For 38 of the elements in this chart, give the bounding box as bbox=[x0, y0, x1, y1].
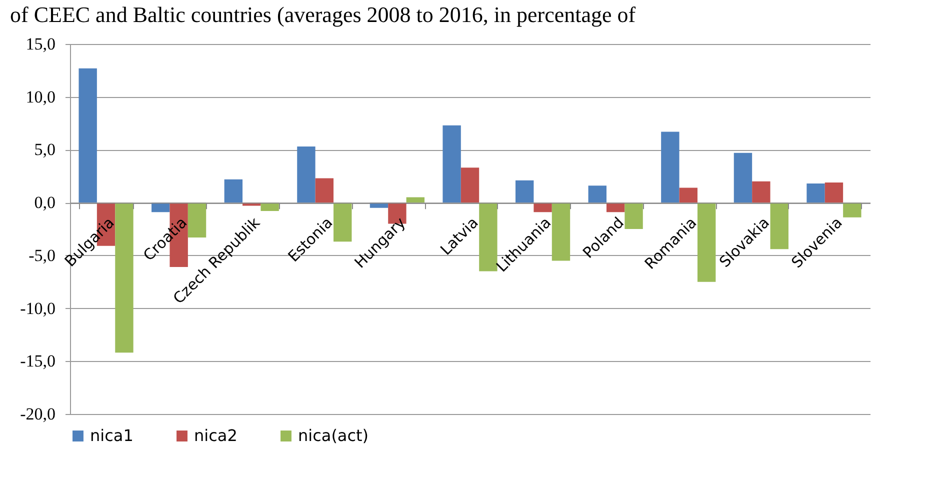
y-tick-label: 15,0 bbox=[26, 34, 56, 54]
bar bbox=[442, 125, 461, 203]
y-tick-label: -20,0 bbox=[20, 404, 56, 424]
legend-label: nica1 bbox=[90, 426, 134, 445]
y-tick-label: 0,0 bbox=[34, 193, 56, 212]
legend-label: nica(act) bbox=[298, 426, 369, 445]
bar bbox=[297, 146, 316, 203]
bar bbox=[697, 202, 716, 282]
bar bbox=[460, 168, 480, 203]
bar bbox=[115, 202, 134, 353]
bar bbox=[224, 179, 243, 203]
bar bbox=[734, 152, 752, 203]
legend-label: nica2 bbox=[194, 426, 238, 445]
bar bbox=[824, 182, 844, 203]
bar bbox=[624, 202, 643, 229]
bar bbox=[552, 202, 570, 261]
bar bbox=[406, 197, 425, 203]
bar bbox=[752, 181, 770, 203]
bar bbox=[315, 178, 334, 203]
bar bbox=[479, 202, 498, 272]
bar bbox=[515, 180, 534, 203]
bar bbox=[534, 202, 552, 212]
bar bbox=[806, 184, 825, 203]
y-tick-label: -15,0 bbox=[20, 352, 56, 371]
chart-title: of CEEC and Baltic countries (averages 2008 to 2016, in percentage of bbox=[10, 2, 636, 27]
bar bbox=[260, 202, 279, 212]
bar bbox=[679, 188, 698, 203]
y-tick-label: 10,0 bbox=[26, 87, 56, 106]
y-tick-label: -5,0 bbox=[28, 246, 56, 265]
bar bbox=[78, 68, 97, 203]
bar bbox=[334, 202, 352, 242]
bar bbox=[588, 186, 606, 203]
bar bbox=[843, 202, 862, 218]
bar bbox=[770, 202, 788, 250]
y-tick-label: 5,0 bbox=[34, 140, 56, 160]
bar bbox=[661, 132, 680, 203]
y-tick-label: -10,0 bbox=[20, 298, 56, 318]
bar bbox=[188, 202, 206, 238]
